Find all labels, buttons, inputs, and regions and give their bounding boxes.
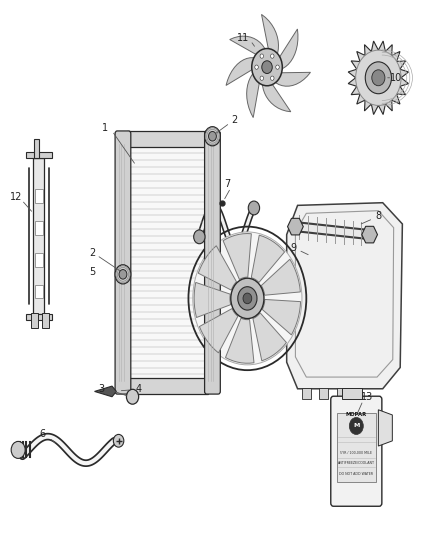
Polygon shape bbox=[199, 309, 238, 353]
Text: 5: 5 bbox=[89, 267, 95, 277]
Circle shape bbox=[252, 49, 283, 86]
FancyBboxPatch shape bbox=[115, 131, 131, 394]
Polygon shape bbox=[230, 36, 266, 54]
Bar bbox=[34, 139, 39, 158]
Text: 4: 4 bbox=[135, 384, 141, 394]
Circle shape bbox=[11, 441, 25, 458]
Polygon shape bbox=[261, 259, 300, 295]
Polygon shape bbox=[251, 235, 285, 282]
Circle shape bbox=[271, 54, 274, 58]
Circle shape bbox=[248, 201, 260, 215]
Text: 6: 6 bbox=[39, 429, 45, 439]
Polygon shape bbox=[198, 246, 237, 290]
Bar bbox=[42, 313, 49, 328]
Polygon shape bbox=[247, 72, 259, 118]
Text: 2: 2 bbox=[231, 115, 237, 125]
Text: 8: 8 bbox=[375, 211, 381, 221]
Circle shape bbox=[119, 270, 127, 279]
Text: 12: 12 bbox=[10, 192, 22, 203]
Bar bbox=[35, 189, 43, 203]
Text: ANTIFREEZE/COOLANT: ANTIFREEZE/COOLANT bbox=[338, 461, 375, 465]
Polygon shape bbox=[262, 82, 291, 112]
Text: 2: 2 bbox=[89, 248, 95, 258]
Polygon shape bbox=[280, 29, 298, 69]
Text: 13: 13 bbox=[361, 392, 374, 402]
FancyBboxPatch shape bbox=[331, 396, 382, 506]
Bar bbox=[302, 387, 311, 399]
Bar bbox=[31, 313, 38, 328]
Circle shape bbox=[260, 54, 264, 58]
Circle shape bbox=[262, 61, 272, 74]
Bar bbox=[342, 387, 362, 399]
Bar bbox=[127, 378, 208, 394]
Text: 3: 3 bbox=[98, 384, 104, 394]
Bar bbox=[319, 387, 328, 399]
Polygon shape bbox=[226, 58, 256, 85]
Circle shape bbox=[115, 265, 131, 284]
Bar bbox=[337, 413, 376, 482]
Text: 7: 7 bbox=[225, 179, 231, 189]
Circle shape bbox=[231, 278, 264, 319]
Polygon shape bbox=[362, 227, 378, 243]
Circle shape bbox=[208, 132, 216, 141]
Circle shape bbox=[276, 65, 279, 69]
Bar bbox=[35, 253, 43, 266]
Polygon shape bbox=[274, 72, 311, 86]
Circle shape bbox=[356, 50, 401, 106]
Polygon shape bbox=[226, 318, 254, 363]
Polygon shape bbox=[223, 233, 251, 279]
Text: 1: 1 bbox=[102, 123, 109, 133]
Text: M: M bbox=[353, 424, 360, 429]
Bar bbox=[25, 152, 52, 158]
Polygon shape bbox=[253, 313, 286, 361]
Circle shape bbox=[127, 389, 139, 404]
Text: DO NOT ADD WATER: DO NOT ADD WATER bbox=[339, 472, 373, 476]
Text: 9: 9 bbox=[290, 243, 296, 253]
Polygon shape bbox=[378, 410, 392, 446]
Polygon shape bbox=[95, 386, 117, 397]
Circle shape bbox=[365, 62, 392, 94]
Text: 11: 11 bbox=[237, 33, 249, 43]
Polygon shape bbox=[194, 282, 231, 318]
Circle shape bbox=[243, 293, 252, 304]
Circle shape bbox=[194, 230, 205, 244]
Circle shape bbox=[260, 76, 264, 80]
Bar bbox=[127, 131, 208, 147]
Bar bbox=[130, 144, 206, 381]
Polygon shape bbox=[287, 203, 403, 389]
Text: 10: 10 bbox=[390, 73, 402, 83]
Circle shape bbox=[205, 127, 220, 146]
Circle shape bbox=[350, 417, 363, 434]
Circle shape bbox=[193, 232, 302, 365]
Polygon shape bbox=[348, 41, 409, 115]
Polygon shape bbox=[261, 14, 279, 56]
Bar bbox=[35, 285, 43, 298]
Bar bbox=[25, 314, 52, 320]
Polygon shape bbox=[288, 219, 303, 235]
Polygon shape bbox=[262, 300, 300, 335]
Bar bbox=[337, 387, 346, 399]
Circle shape bbox=[255, 65, 258, 69]
Text: 5YR / 100,000 MILE: 5YR / 100,000 MILE bbox=[340, 450, 372, 455]
Bar bbox=[35, 221, 43, 235]
Circle shape bbox=[271, 76, 274, 80]
Bar bbox=[33, 158, 44, 314]
Circle shape bbox=[372, 70, 385, 86]
Circle shape bbox=[238, 287, 257, 310]
FancyBboxPatch shape bbox=[205, 131, 220, 394]
Text: MOPAR: MOPAR bbox=[346, 412, 367, 417]
Circle shape bbox=[113, 434, 124, 447]
